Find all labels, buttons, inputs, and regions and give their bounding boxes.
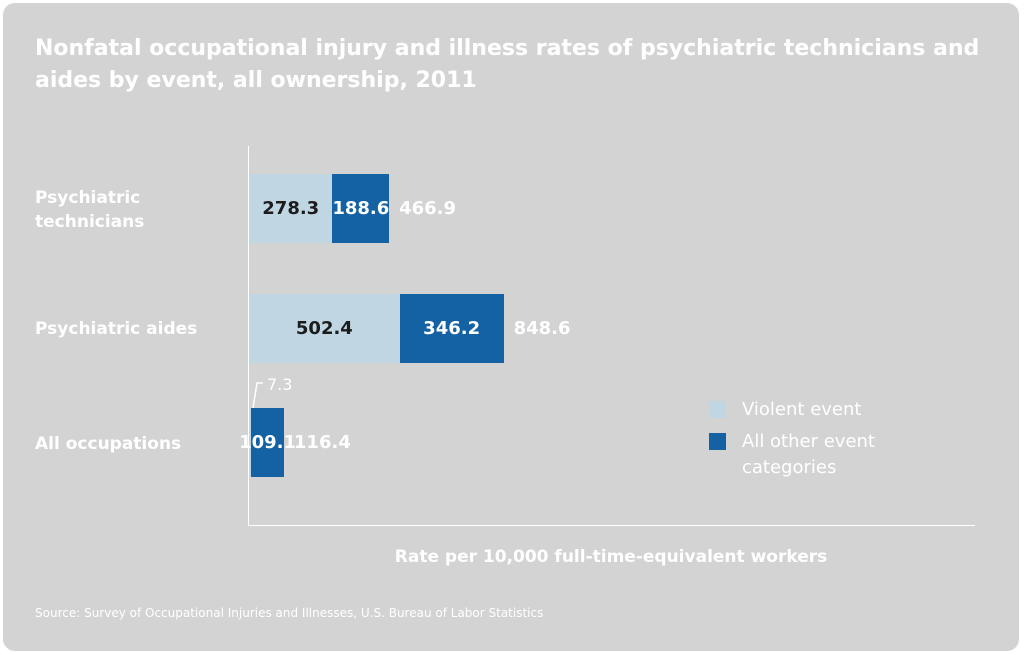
- legend-label-other: All other event categories: [742, 431, 875, 478]
- callout-leader-line-all-occupations: [252, 382, 263, 409]
- category-label-psychiatric-technicians: Psychiatric technicians: [35, 188, 145, 232]
- data-label-other-psychiatric-aides: 346.2: [423, 318, 481, 339]
- total-label-psychiatric-aides: 848.6: [513, 317, 571, 339]
- legend-item-violent: Violent event: [709, 397, 912, 423]
- data-label-violent-all-occupations: 7.3: [267, 375, 293, 394]
- data-label-violent-psychiatric-technicians: 278.3: [262, 198, 320, 219]
- bar-violent-psychiatric-technicians: 278.3: [249, 174, 333, 243]
- legend-item-other: All other event categories: [709, 429, 912, 481]
- callout-leader-all-occupations: [252, 382, 263, 409]
- total-label-all-occupations: 116.4: [293, 431, 351, 453]
- legend-swatch-violent: [709, 401, 726, 418]
- chart-title: Nonfatal occupational injury and illness…: [35, 36, 980, 93]
- bar-other-all-occupations: 109.1: [239, 408, 296, 477]
- x-axis-label: Rate per 10,000 full-time-equivalent wor…: [394, 547, 828, 567]
- bar-violent-psychiatric-aides: 502.4: [249, 294, 400, 363]
- chart-frame: Nonfatal occupational injury and illness…: [3, 3, 1019, 651]
- bar-other-psychiatric-technicians: 188.6: [332, 174, 389, 243]
- legend-label-violent: Violent event: [742, 399, 862, 420]
- bar-other-psychiatric-aides: 346.2: [399, 294, 504, 363]
- total-label-psychiatric-technicians: 466.9: [399, 197, 456, 219]
- legend-swatch-other: [709, 433, 726, 450]
- legend: Violent event All other event categories: [709, 397, 912, 487]
- bar-violent-all-occupations: [249, 408, 252, 477]
- data-label-violent-psychiatric-aides: 502.4: [295, 318, 353, 339]
- data-label-other-all-occupations: 109.1: [239, 432, 297, 453]
- x-axis-line: [248, 525, 975, 526]
- source-note: Source: Survey of Occupational Injuries …: [35, 606, 544, 620]
- category-label-all-occupations: All occupations: [35, 434, 182, 454]
- y-axis-line: [248, 146, 249, 526]
- data-label-other-psychiatric-technicians: 188.6: [332, 198, 390, 219]
- category-label-psychiatric-aides: Psychiatric aides: [35, 319, 198, 339]
